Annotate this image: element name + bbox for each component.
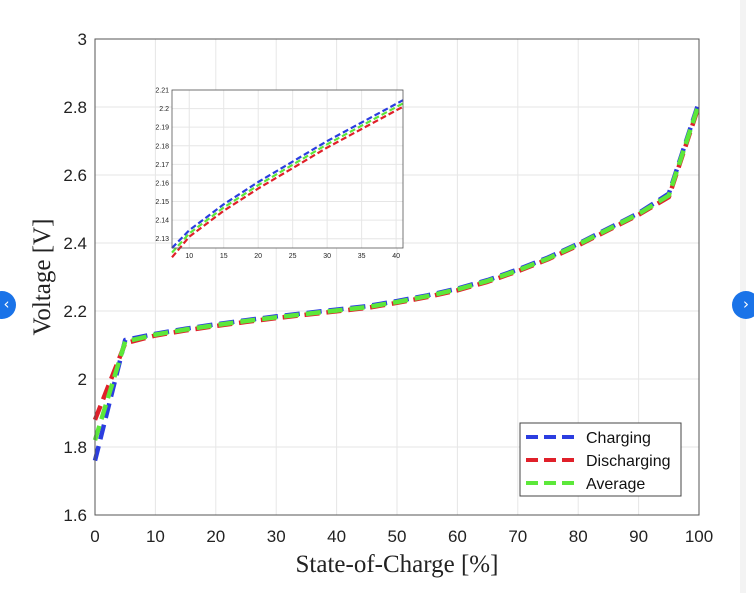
legend-label-charging: Charging	[586, 430, 651, 447]
main-y-tick-label: 1.6	[63, 506, 87, 525]
main-x-tick-label: 100	[685, 527, 713, 546]
main-y-tick-label: 2	[78, 370, 87, 389]
main-x-tick-label: 30	[267, 527, 286, 546]
inset-chart: 10 15 20 25 30 35 40 2.13 2.14 2.15 2.16 2.17 2.18 2.…	[155, 88, 404, 261]
inset-plot-area	[172, 90, 403, 248]
main-x-tick-label: 90	[629, 527, 648, 546]
inset-y-tick-label: 2.15	[155, 199, 169, 206]
main-plot-frame	[94, 38, 700, 516]
inset-plot-frame	[171, 89, 404, 249]
inset-y-tick-label: 2.13	[155, 236, 169, 243]
inset-series-line-discharging	[171, 105, 404, 259]
inset-y-tick-label: 2.17	[155, 162, 169, 169]
main-y-tick-label: 2.6	[63, 166, 87, 185]
inset-series	[171, 99, 404, 259]
main-y-tick-label: 3	[78, 30, 87, 49]
main-x-tick-label: 50	[388, 527, 407, 546]
main-x-tick-label: 20	[206, 527, 225, 546]
main-y-tick-label: 2.2	[63, 302, 87, 321]
main-x-tick-label: 10	[146, 527, 165, 546]
inset-y-tick-label: 2.19	[155, 125, 169, 132]
inset-x-tick-label: 30	[323, 253, 331, 260]
inset-x-tick-label: 35	[358, 253, 366, 260]
inset-y-tick-label: 2.2	[159, 106, 169, 113]
inset-y-tick-label: 2.16	[155, 180, 169, 187]
inset-y-tick-label: 2.18	[155, 143, 169, 150]
inset-series-line-average	[171, 102, 404, 254]
main-ticks: 0 10 20 30 40 50 60 70 80 90 100 1.6 1.8 2 2.2 2.4 2.6 2.…	[63, 30, 713, 546]
chevron-left-icon: ‹	[3, 295, 10, 313]
main-series	[92, 101, 702, 462]
x-axis-label: State-of-Charge [%]	[296, 551, 499, 578]
inset-series-line-charging	[171, 99, 404, 249]
inset-x-tick-label: 15	[220, 253, 228, 260]
legend: Charging Discharging Average	[519, 422, 682, 497]
main-x-tick-label: 70	[508, 527, 527, 546]
previous-image-button[interactable]: ‹	[0, 291, 16, 319]
y-axis-label: Voltage [V]	[29, 219, 56, 336]
inset-y-tick-label: 2.21	[155, 88, 169, 95]
main-y-tick-label: 2.8	[63, 98, 87, 117]
main-series-line-average	[92, 102, 702, 441]
main-x-tick-label: 40	[327, 527, 346, 546]
inset-x-tick-label: 40	[392, 253, 400, 260]
legend-label-discharging: Discharging	[586, 453, 670, 470]
inset-x-tick-label: 20	[254, 253, 262, 260]
next-image-button[interactable]: ›	[732, 291, 754, 319]
main-x-tick-label: 80	[569, 527, 588, 546]
inset-ticks: 10 15 20 25 30 35 40 2.13 2.14 2.15 2.16 2.17 2.18 2.…	[155, 88, 400, 261]
inset-x-tick-label: 25	[289, 253, 297, 260]
inset-x-tick-label: 10	[185, 253, 193, 260]
main-x-tick-label: 60	[448, 527, 467, 546]
main-x-tick-label: 0	[90, 527, 99, 546]
chevron-right-icon: ›	[743, 295, 749, 313]
legend-label-average: Average	[586, 476, 645, 493]
main-y-tick-label: 2.4	[63, 234, 87, 253]
main-y-tick-label: 1.8	[63, 438, 87, 457]
inset-y-tick-label: 2.14	[155, 218, 169, 225]
